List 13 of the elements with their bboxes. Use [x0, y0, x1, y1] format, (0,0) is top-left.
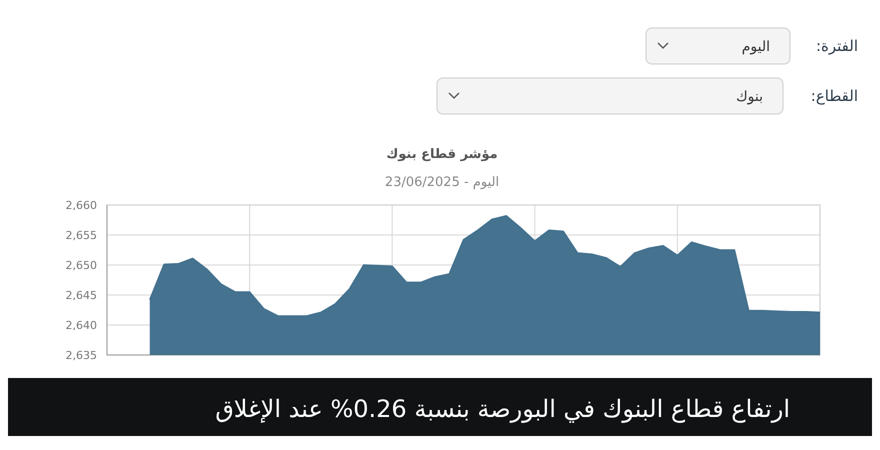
text: ارتفاع قطاع البنوك في البورصة بنسبة 0.26% عند الإغلاق — [215, 395, 790, 423]
chart-subtitle: اليوم - 23/06/2025 — [384, 175, 500, 190]
text: بنوك — [736, 89, 763, 105]
text: القطاع: — [810, 87, 858, 105]
y-tick-label: 2,645 — [66, 289, 97, 302]
y-tick-label: 2,640 — [66, 319, 97, 332]
text: اليوم — [742, 39, 770, 55]
y-tick-label: 2,635 — [66, 349, 97, 362]
text: الفترة: — [816, 37, 858, 55]
y-tick-label: 2,655 — [66, 229, 97, 242]
y-tick-label: 2,660 — [66, 199, 97, 212]
y-tick-label: 2,650 — [66, 259, 97, 272]
chart-title: مؤشر قطاع بنوك — [386, 147, 498, 162]
